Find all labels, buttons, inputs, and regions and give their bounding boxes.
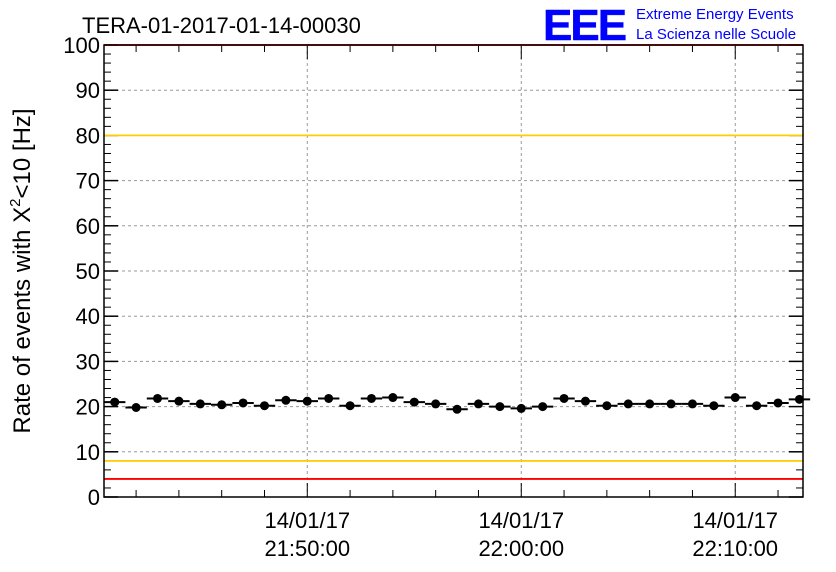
data-point [473,399,483,409]
data-point [495,402,505,412]
y-tick-label: 80 [76,123,100,148]
data-point [687,399,697,409]
data-point [174,396,184,406]
eee-logo: EEE Extreme Energy Events La Scienza nel… [543,1,796,51]
data-point [623,399,633,409]
data-point [302,396,312,406]
y-tick-label: 20 [76,395,100,420]
y-tick-label: 40 [76,304,100,329]
data-point [238,398,248,408]
x-tick-date: 14/01/17 [478,508,564,533]
data-point [345,401,355,411]
data-point [217,400,227,410]
data-point [431,399,441,409]
data-point [752,401,762,411]
x-tick-time: 21:50:00 [264,536,350,561]
logo-line2: La Scienza nelle Scuole [636,26,796,43]
data-point [773,398,783,408]
logo-mark: EEE [543,1,626,50]
data-point [131,403,141,413]
chart-title: TERA-01-2017-01-14-00030 [82,13,361,38]
y-tick-label: 90 [76,78,100,103]
plot-frame [103,44,804,498]
data-point [281,395,291,405]
data-point [516,403,526,413]
data-point [152,393,162,403]
x-tick-date: 14/01/17 [264,508,350,533]
data-point [730,393,740,403]
data-point [645,399,655,409]
data-point [366,393,376,403]
y-tick-label: 50 [76,259,100,284]
data-point [324,393,334,403]
data-point [666,399,676,409]
x-tick-time: 22:10:00 [692,536,778,561]
y-tick-label: 70 [76,169,100,194]
data-point [794,394,804,404]
data-point [602,401,612,411]
data-point [110,397,120,407]
x-tick-date: 14/01/17 [692,508,778,533]
data-point [559,393,569,403]
y-tick-label: 10 [76,440,100,465]
y-tick-label: 60 [76,214,100,239]
x-tick-time: 22:00:00 [478,536,564,561]
y-tick-label: 30 [76,349,100,374]
data-point [259,401,269,411]
data-point [452,404,462,414]
logo-line1: Extreme Energy Events [636,6,794,23]
data-point [388,393,398,403]
data-point [538,402,548,412]
y-tick-label: 0 [88,485,100,510]
data-point [580,396,590,406]
y-tick-label: 100 [63,33,100,58]
data-point [195,399,205,409]
data-point [709,401,719,411]
y-axis-label: Rate of events with X2<10 [Hz] [7,108,36,433]
data-point [409,397,419,407]
